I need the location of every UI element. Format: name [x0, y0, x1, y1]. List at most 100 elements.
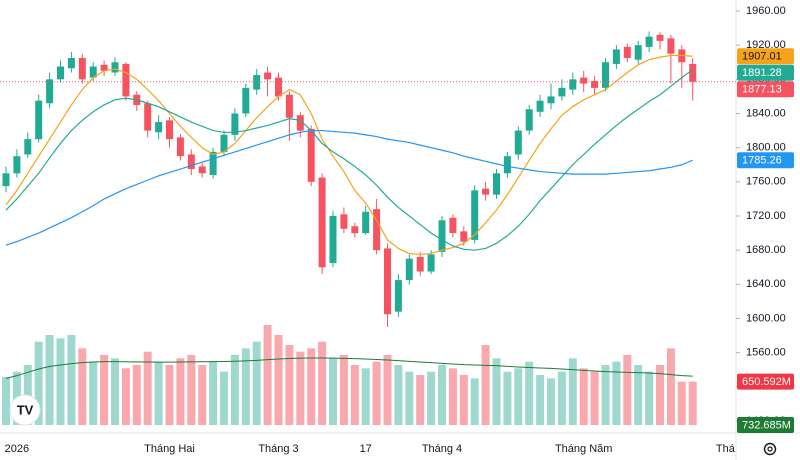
volume-bar [416, 375, 425, 425]
volume-bar [318, 341, 327, 425]
price-tag [737, 64, 794, 81]
volume-bar [568, 358, 577, 425]
volume-bar [285, 345, 294, 425]
candle-body [340, 214, 348, 229]
volume-bar [89, 361, 98, 425]
volume-bar [481, 345, 490, 425]
tv-logo: TV [9, 394, 41, 426]
volume-bar [67, 335, 76, 425]
volume-bar [448, 368, 457, 425]
volume-bar [78, 348, 87, 425]
candle-body [384, 248, 391, 315]
volume-bar [405, 371, 414, 425]
candle-body [536, 100, 544, 112]
volume-bar [503, 371, 512, 425]
volume-bar [666, 348, 675, 425]
candle-body [285, 94, 293, 118]
y-tick-label: 1720.00 [746, 210, 786, 222]
candle-body [362, 211, 370, 234]
price-tag [737, 48, 794, 65]
volume-bar [688, 381, 697, 425]
candle-body [612, 49, 620, 64]
ma-line [5, 54, 693, 256]
volume-bar [339, 355, 348, 425]
y-tick-label: 1640.00 [746, 278, 786, 290]
candle-body [471, 190, 479, 240]
volume-bar [187, 355, 196, 425]
volume-bar [372, 361, 381, 425]
volume-bar [623, 355, 632, 425]
volume-bar [296, 351, 305, 425]
candle-body [667, 38, 675, 54]
volume-bar [274, 335, 283, 425]
candle-body [623, 46, 631, 58]
volume-bar [612, 361, 621, 425]
candle-body [525, 109, 533, 131]
candle-body [602, 62, 609, 88]
candle-body [514, 130, 522, 155]
x-tick-label: Tháng 4 [422, 443, 462, 455]
candle-body [296, 115, 304, 131]
volume-bar [601, 365, 610, 425]
candle-body [689, 63, 697, 82]
ma-line [5, 69, 694, 251]
candle-body [460, 231, 468, 242]
candle-body [24, 139, 32, 155]
volume-bar [525, 361, 534, 425]
candle-body [438, 220, 446, 252]
volume-bar [252, 341, 261, 425]
volume-bar [394, 365, 403, 425]
volume-bar [656, 365, 664, 425]
volume-bar [557, 371, 566, 425]
candle-body [176, 137, 184, 157]
volume-bar [350, 365, 359, 425]
candle-body [351, 226, 359, 234]
candle-body [57, 66, 64, 80]
candle-body [264, 72, 272, 80]
candle-body [209, 151, 217, 175]
candle-body [144, 103, 152, 131]
price-tag-label: 1877.13 [742, 84, 782, 96]
candle-body [166, 120, 173, 140]
settings-icon[interactable] [763, 442, 777, 456]
volume-bar [143, 351, 152, 425]
volume-bar [154, 361, 163, 425]
volume-bar [100, 355, 109, 425]
svg-text:TV: TV [17, 402, 34, 417]
volume-bar [56, 338, 65, 425]
x-tick-label: Tháng 3 [258, 443, 298, 455]
volume-bar [459, 375, 468, 425]
candle-body [394, 280, 402, 312]
volume-bar [547, 378, 555, 425]
volume-bar [176, 358, 185, 425]
candle-body [187, 154, 195, 170]
candle-body [634, 45, 642, 60]
candle-body [318, 177, 326, 268]
volume-bar [121, 368, 130, 425]
candle-body [591, 81, 599, 88]
price-tag-label: 1785.26 [742, 155, 782, 167]
volume-bar [361, 368, 370, 425]
y-tick-label: 1680.00 [746, 244, 786, 256]
y-tick-label: 1920.00 [746, 39, 786, 51]
y-tick-label: 1840.00 [746, 107, 786, 119]
candle-body [482, 188, 490, 195]
candle-body [547, 96, 555, 104]
candle-body [253, 75, 261, 90]
candle-body [111, 62, 119, 73]
volume-bar [645, 371, 654, 425]
volume-bar [383, 355, 392, 425]
volume-bar [111, 358, 119, 425]
candle-body [558, 87, 566, 97]
volume-bar [230, 355, 239, 425]
price-tag-label: 732.685M [742, 419, 791, 431]
volume-bar [241, 348, 250, 425]
volume-bar [590, 371, 599, 425]
volume-bar [470, 378, 479, 425]
volume-bar [579, 368, 588, 425]
candle-body [503, 156, 511, 174]
volume-bar [307, 348, 316, 425]
volume-bar [536, 375, 545, 425]
price-tag-label: 1907.01 [742, 51, 782, 63]
